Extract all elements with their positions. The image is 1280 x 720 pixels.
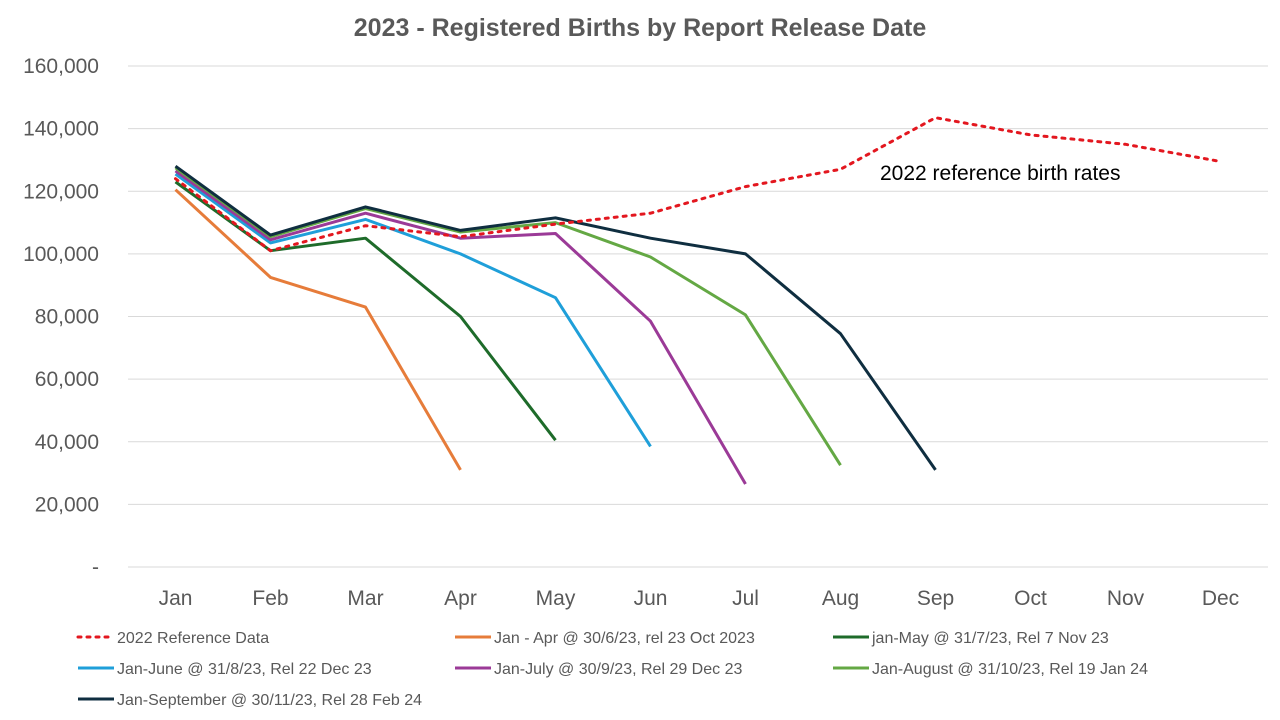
legend-label: Jan-June @ 31/8/23, Rel 22 Dec 23 [117, 661, 372, 678]
y-axis-tick-labels: - 20,000 40,000 60,000 80,000 100,000 120,000 1… [23, 55, 99, 579]
legend-item: jan-May @ 31/7/23, Rel 7 Nov 23 [833, 630, 1109, 647]
x-axis-tick-labels: Jan Feb Mar Apr May Jun Jul Aug Sep Oct Nov Dec [159, 587, 1240, 610]
legend-item: 2022 Reference Data [76, 630, 269, 647]
series-line [174, 188, 462, 471]
gridlines [128, 65, 1268, 568]
legend-label: Jan-July @ 30/9/23, Rel 29 Dec 23 [494, 661, 742, 678]
series-lines [174, 116, 1222, 485]
legend-label: Jan-September @ 30/11/23, Rel 28 Feb 24 [117, 692, 422, 709]
legend-label: 2022 Reference Data [117, 630, 269, 647]
y-tick-label: 120,000 [23, 180, 99, 203]
x-tick-label: Apr [444, 587, 477, 610]
legend-item: Jan-June @ 31/8/23, Rel 22 Dec 23 [78, 661, 372, 678]
x-tick-label: Nov [1107, 587, 1145, 610]
x-tick-label: Jul [732, 587, 759, 610]
x-tick-label: May [536, 587, 576, 610]
legend-label: Jan - Apr @ 30/6/23, rel 23 Oct 2023 [494, 630, 755, 647]
legend-item: Jan-July @ 30/9/23, Rel 29 Dec 23 [455, 661, 742, 678]
x-tick-label: Aug [822, 587, 859, 610]
y-tick-label: 20,000 [35, 493, 99, 516]
legend-item: Jan-September @ 30/11/23, Rel 28 Feb 24 [78, 692, 422, 709]
reference-annotation: 2022 reference birth rates [880, 162, 1120, 185]
series-line [174, 166, 842, 467]
legend-label: jan-May @ 31/7/23, Rel 7 Nov 23 [871, 630, 1109, 647]
chart-title: 2023 - Registered Births by Report Relea… [354, 14, 927, 42]
y-tick-label: 40,000 [35, 431, 99, 454]
x-tick-label: Dec [1202, 587, 1239, 610]
x-tick-label: Sep [917, 587, 954, 610]
series-line [174, 116, 1222, 253]
series-line [174, 164, 937, 471]
legend-item: Jan-August @ 31/10/23, Rel 19 Jan 24 [833, 661, 1148, 678]
x-tick-label: Oct [1014, 587, 1047, 610]
x-tick-label: Feb [252, 587, 288, 610]
series-line [174, 169, 747, 485]
x-tick-label: Jun [634, 587, 668, 610]
x-tick-label: Jan [159, 587, 193, 610]
legend-label: Jan-August @ 31/10/23, Rel 19 Jan 24 [872, 661, 1148, 678]
legend: 2022 Reference Data Jan - Apr @ 30/6/23, … [76, 630, 1148, 709]
series-line [174, 172, 652, 448]
y-tick-label: 60,000 [35, 368, 99, 391]
x-tick-label: Mar [347, 587, 383, 610]
y-tick-label: 80,000 [35, 306, 99, 329]
y-tick-label: - [92, 556, 99, 579]
y-tick-label: 140,000 [23, 118, 99, 141]
y-tick-label: 100,000 [23, 243, 99, 266]
legend-item: Jan - Apr @ 30/6/23, rel 23 Oct 2023 [455, 630, 755, 647]
y-tick-label: 160,000 [23, 55, 99, 78]
